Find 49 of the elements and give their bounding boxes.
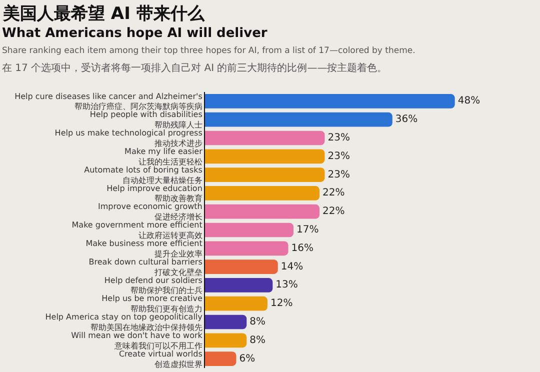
bar [205,94,455,108]
y-tick-label: Improve economic growth 促进经济增长 [98,202,202,222]
data-label: 23% [328,132,350,144]
y-tick-label: Help cure diseases like cancer and Alzheimer's 帮助治疗癌症、阿尔茨海默病等疾病 [14,92,202,112]
bar [205,186,320,200]
data-label: 14% [280,261,304,272]
bar [205,222,294,238]
data-label: 36% [395,114,418,126]
bar [205,241,288,256]
bar [205,314,247,330]
text: Share ranking each item among their top three hopes for AI, from a list of 17—colored by theme. [2,46,416,56]
text: 在 17 个选项中，受访者将每一项排入自己对 AI 的前三大期待的比例——按主题着色。 [2,62,388,74]
y-tick-label: Automate lots of boring tasks 自动处理大量枯燥任务 [84,165,202,185]
y-tick-label: Help people with disabilities 帮助残障人士 [90,110,202,130]
chart-subtitle: What Americans hope AI will deliver [2,26,268,41]
bar [205,352,236,366]
data-label: 8% [250,316,266,328]
bar [205,260,278,274]
data-label: 12% [270,298,293,310]
data-label: 23% [328,150,350,162]
data-label: 22% [322,188,345,199]
bar [205,296,268,311]
chart-title: 美国人最希望 AI 带来什么 [2,4,206,24]
y-tick-label: Help defend our soldiers 帮助保护我们的士兵 [104,276,202,296]
y-tick-label: Help us be more creative 帮助我们更有创造力 [102,294,202,314]
y-tick-label: Create virtual worlds 创造虚拟世界 [118,349,202,369]
data-label: 23% [328,169,350,180]
data-label: 22% [322,206,345,218]
bar [205,278,273,292]
bar [205,204,320,219]
y-tick-label: Make business more efficient 提升企业效率 [86,239,202,258]
data-label: 48% [458,96,480,107]
y-tick-label: Make my life easier 让我的生活更轻松 [124,147,204,166]
data-label: 16% [291,242,314,254]
y-tick-label: Will mean we don't have to work 意味着我们可以不用工作 [71,331,203,350]
bar [205,130,325,146]
bar [205,149,325,164]
bar [205,333,247,348]
y-tick-label: Make government more efficient 让政府运转更高效 [72,220,202,240]
data-label: 6% [239,353,256,364]
data-label: 8% [250,334,266,346]
data-label: 13% [276,280,298,291]
y-tick-label: Help us make technological progress 推动技术进步 [54,128,202,148]
y-tick-label: Help improve education 帮助改善教育 [106,184,202,204]
y-tick-label: Help America stay on top geopolitically 帮助美国在地缘政治中保持领先 [45,312,203,332]
bar [205,112,392,127]
data-label: 17% [296,224,319,236]
bar [205,168,325,182]
y-tick-label: Break down cultural barriers 打破文化壁垒 [88,257,202,277]
